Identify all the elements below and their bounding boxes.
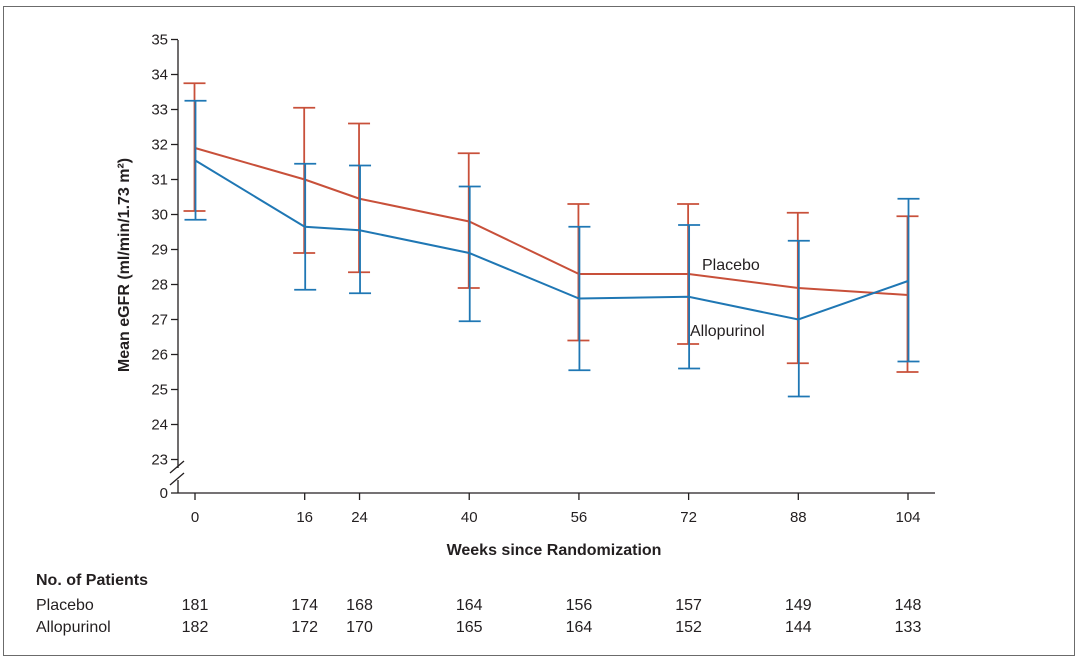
x-tick-label: 40 — [461, 509, 478, 526]
y-tick-label: 29 — [151, 242, 168, 259]
series-label-placebo: Placebo — [702, 257, 760, 274]
y-axis-title: Mean eGFR (ml/min/1.73 m²) — [116, 158, 133, 372]
y-tick-label: 34 — [151, 67, 168, 84]
y-tick-label: 32 — [151, 137, 168, 154]
y-tick-label: 23 — [151, 452, 168, 469]
series-line-placebo — [194, 147, 909, 296]
y-tick-label: 33 — [151, 102, 168, 119]
x-tick-label: 56 — [571, 509, 588, 526]
y-tick-label: 27 — [151, 312, 168, 329]
y-axis-break-mark — [169, 460, 185, 474]
series-line-allopurinol — [194, 159, 909, 321]
y-tick-label: 35 — [151, 32, 168, 49]
x-tick-label: 0 — [191, 509, 199, 526]
y-tick-label: 28 — [151, 277, 168, 294]
x-tick-label: 16 — [296, 509, 313, 526]
series-label-allopurinol: Allopurinol — [690, 323, 765, 340]
y-tick-label: 31 — [151, 172, 168, 189]
x-tick-label: 104 — [895, 509, 920, 526]
y-tick-label: 30 — [151, 207, 168, 224]
x-tick-label: 24 — [351, 509, 368, 526]
y-tick-label: 24 — [151, 417, 168, 434]
x-tick-label: 72 — [680, 509, 697, 526]
x-tick-label: 88 — [790, 509, 807, 526]
y-axis-break-mark — [169, 472, 185, 486]
y-tick-label: 0 — [160, 485, 168, 502]
y-tick-label: 25 — [151, 382, 168, 399]
y-tick-label: 26 — [151, 347, 168, 364]
x-axis-title: Weeks since Randomization — [447, 542, 662, 559]
figure-frame — [3, 6, 1075, 656]
